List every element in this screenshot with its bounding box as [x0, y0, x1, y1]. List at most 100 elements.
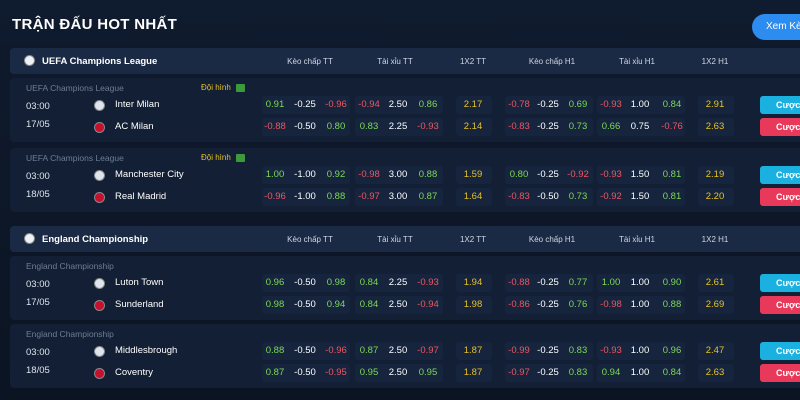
odds-value[interactable]: 0.92 — [326, 169, 346, 180]
odds-value[interactable]: 1.00 — [601, 277, 621, 288]
bet-button[interactable]: Cược — [760, 296, 800, 314]
odds-value[interactable]: 2.14 — [463, 121, 483, 132]
odds-value[interactable]: 2.25 — [388, 121, 408, 132]
odds-value[interactable]: 0.73 — [568, 121, 588, 132]
odds-value[interactable]: 0.84 — [662, 99, 682, 110]
odds-value[interactable]: 2.50 — [388, 299, 408, 310]
odds-value[interactable]: -0.50 — [294, 277, 316, 288]
bet-button[interactable]: Cược — [760, 166, 800, 184]
odds-value[interactable]: 1.87 — [463, 367, 483, 378]
view-more-button[interactable]: Xem Kèo — [752, 14, 800, 40]
odds-value[interactable]: 0.94 — [326, 299, 346, 310]
odds-value[interactable]: -0.92 — [567, 169, 589, 180]
odds-value[interactable]: -0.93 — [417, 277, 439, 288]
odds-value[interactable]: 0.96 — [265, 277, 285, 288]
odds-value[interactable]: 2.69 — [705, 299, 725, 310]
odds-value[interactable]: 0.84 — [359, 299, 379, 310]
odds-value[interactable]: 0.83 — [359, 121, 379, 132]
odds-value[interactable]: 2.91 — [705, 99, 725, 110]
odds-value[interactable]: -0.93 — [417, 121, 439, 132]
odds-value[interactable]: 0.90 — [662, 277, 682, 288]
odds-value[interactable]: 2.20 — [705, 191, 725, 202]
odds-value[interactable]: 0.91 — [265, 99, 285, 110]
odds-value[interactable]: 0.87 — [418, 191, 438, 202]
odds-value[interactable]: -0.94 — [358, 99, 380, 110]
odds-value[interactable]: -0.25 — [537, 121, 559, 132]
odds-value[interactable]: -0.83 — [508, 121, 530, 132]
odds-value[interactable]: 0.73 — [568, 191, 588, 202]
odds-value[interactable]: 0.84 — [359, 277, 379, 288]
odds-value[interactable]: 2.50 — [388, 345, 408, 356]
odds-value[interactable]: -0.50 — [537, 191, 559, 202]
odds-value[interactable]: 0.88 — [662, 299, 682, 310]
odds-value[interactable]: 1.87 — [463, 345, 483, 356]
odds-value[interactable]: 0.77 — [568, 277, 588, 288]
odds-value[interactable]: 0.95 — [418, 367, 438, 378]
odds-value[interactable]: -0.88 — [264, 121, 286, 132]
odds-value[interactable]: 0.76 — [568, 299, 588, 310]
odds-value[interactable]: 0.81 — [662, 191, 682, 202]
odds-value[interactable]: 2.17 — [463, 99, 483, 110]
odds-value[interactable]: 0.86 — [418, 99, 438, 110]
odds-value[interactable]: 2.63 — [705, 367, 725, 378]
odds-value[interactable]: 0.83 — [568, 345, 588, 356]
odds-value[interactable]: 3.00 — [388, 191, 408, 202]
odds-value[interactable]: 0.96 — [662, 345, 682, 356]
odds-value[interactable]: 1.00 — [630, 367, 650, 378]
odds-value[interactable]: 1.94 — [463, 277, 483, 288]
odds-value[interactable]: -0.50 — [294, 299, 316, 310]
odds-value[interactable]: 1.00 — [630, 345, 650, 356]
odds-value[interactable]: 0.69 — [568, 99, 588, 110]
bet-button[interactable]: Cược — [760, 118, 800, 136]
odds-value[interactable]: -0.98 — [358, 169, 380, 180]
odds-value[interactable]: 0.95 — [359, 367, 379, 378]
odds-value[interactable]: -0.86 — [508, 299, 530, 310]
odds-value[interactable]: 0.98 — [265, 299, 285, 310]
odds-value[interactable]: 0.87 — [265, 367, 285, 378]
odds-value[interactable]: -0.93 — [600, 345, 622, 356]
odds-value[interactable]: -0.96 — [325, 345, 347, 356]
odds-value[interactable]: 0.75 — [630, 121, 650, 132]
odds-value[interactable]: 0.80 — [326, 121, 346, 132]
odds-value[interactable]: 2.50 — [388, 367, 408, 378]
odds-value[interactable]: 0.87 — [359, 345, 379, 356]
odds-value[interactable]: -0.96 — [264, 191, 286, 202]
odds-value[interactable]: -0.76 — [661, 121, 683, 132]
odds-value[interactable]: 2.25 — [388, 277, 408, 288]
odds-value[interactable]: 2.47 — [705, 345, 725, 356]
bet-button[interactable]: Cược — [760, 364, 800, 382]
odds-value[interactable]: 0.94 — [601, 367, 621, 378]
odds-value[interactable]: 0.66 — [601, 121, 621, 132]
odds-value[interactable]: 1.98 — [463, 299, 483, 310]
odds-value[interactable]: -0.93 — [600, 99, 622, 110]
odds-value[interactable]: 2.63 — [705, 121, 725, 132]
odds-value[interactable]: 0.88 — [326, 191, 346, 202]
odds-value[interactable]: -0.88 — [508, 277, 530, 288]
odds-value[interactable]: 0.88 — [418, 169, 438, 180]
odds-value[interactable]: -0.98 — [600, 299, 622, 310]
odds-value[interactable]: -0.25 — [537, 277, 559, 288]
odds-value[interactable]: 0.84 — [662, 367, 682, 378]
odds-value[interactable]: 1.59 — [463, 169, 483, 180]
odds-value[interactable]: 0.80 — [509, 169, 529, 180]
odds-value[interactable]: -0.50 — [294, 345, 316, 356]
odds-value[interactable]: -0.92 — [600, 191, 622, 202]
odds-value[interactable]: 0.88 — [265, 345, 285, 356]
odds-value[interactable]: -0.25 — [537, 367, 559, 378]
odds-value[interactable]: -0.50 — [294, 121, 316, 132]
odds-value[interactable]: -0.94 — [417, 299, 439, 310]
odds-value[interactable]: 1.00 — [630, 277, 650, 288]
odds-value[interactable]: 0.98 — [326, 277, 346, 288]
odds-value[interactable]: -0.93 — [600, 169, 622, 180]
odds-value[interactable]: 1.50 — [630, 169, 650, 180]
odds-value[interactable]: -0.50 — [294, 367, 316, 378]
odds-value[interactable]: -0.97 — [417, 345, 439, 356]
odds-value[interactable]: 2.50 — [388, 99, 408, 110]
odds-value[interactable]: 1.50 — [630, 191, 650, 202]
odds-value[interactable]: 0.81 — [662, 169, 682, 180]
odds-value[interactable]: 0.83 — [568, 367, 588, 378]
odds-value[interactable]: -0.25 — [537, 345, 559, 356]
odds-value[interactable]: 1.00 — [265, 169, 285, 180]
bet-button[interactable]: Cược — [760, 274, 800, 292]
odds-value[interactable]: -0.96 — [325, 99, 347, 110]
